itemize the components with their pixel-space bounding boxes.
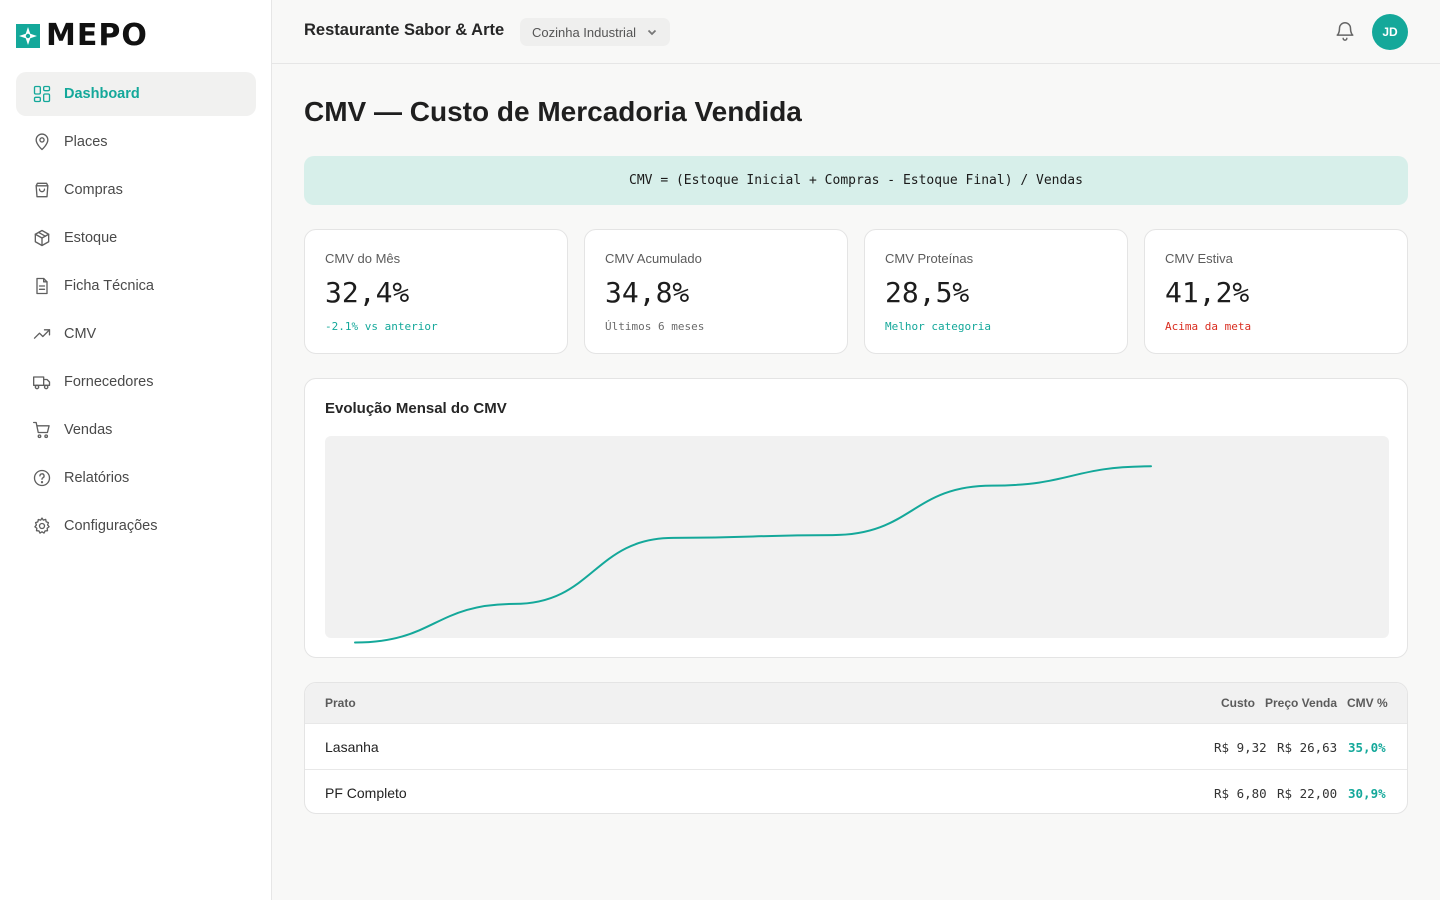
cmv-line-chart	[354, 465, 1152, 644]
series-line	[354, 465, 1152, 644]
sidebar-nav: Dashboard Places Compras Estoque Ficha T…	[16, 72, 256, 552]
location-select-value: Cozinha Industrial	[532, 24, 637, 40]
cart-icon	[32, 420, 52, 440]
column-header-preco-venda: Preço Venda	[1265, 696, 1338, 710]
formula-banner: CMV = (Estoque Inicial + Compras - Estoq…	[304, 156, 1408, 205]
kpi-card-cmv-proteinas: CMV Proteínas 28,5% Melhor categoria	[864, 229, 1128, 354]
sidebar-item-label: Estoque	[64, 230, 118, 246]
cmv-chart-card: Evolução Mensal do CMV	[304, 378, 1408, 658]
chevron-down-icon	[647, 29, 657, 36]
kpi-subtext: -2.1% vs anterior	[325, 320, 438, 333]
map-pin-icon	[32, 132, 52, 152]
sidebar-item-label: CMV	[64, 326, 97, 342]
kpi-label: CMV Acumulado	[605, 251, 702, 266]
kpi-cards: CMV do Mês 32,4% -2.1% vs anterior CMV A…	[304, 229, 1408, 354]
dish-cost: R$ 6,80	[1214, 786, 1267, 801]
sidebar-item-label: Places	[64, 134, 108, 150]
sidebar-item-fornecedores[interactable]: Fornecedores	[16, 360, 256, 404]
kpi-subtext: Últimos 6 meses	[605, 320, 705, 333]
sidebar-item-configuracoes[interactable]: Configurações	[16, 504, 256, 548]
bell-icon[interactable]	[1334, 20, 1356, 42]
dish-name: PF Completo	[325, 785, 407, 801]
sidebar-item-cmv[interactable]: CMV	[16, 312, 256, 356]
dashboard-icon	[32, 84, 52, 104]
kpi-card-cmv-acumulado: CMV Acumulado 34,8% Últimos 6 meses	[584, 229, 848, 354]
kpi-value: 41,2%	[1165, 276, 1250, 309]
table-row[interactable]: PF Completo R$ 6,80 R$ 22,00 30,9%	[305, 769, 1407, 813]
sidebar-item-label: Relatórios	[64, 470, 130, 486]
kpi-label: CMV Proteínas	[885, 251, 974, 266]
kpi-subtext: Acima da meta	[1165, 320, 1252, 333]
sidebar-item-relatorios[interactable]: Relatórios	[16, 456, 256, 500]
column-header-custo: Custo	[1221, 696, 1255, 710]
page-title: CMV — Custo de Mercadoria Vendida	[304, 96, 802, 127]
dish-price: R$ 26,63	[1277, 740, 1338, 755]
sidebar-item-compras[interactable]: Compras	[16, 168, 256, 212]
sidebar-item-label: Ficha Técnica	[64, 278, 154, 294]
location-select[interactable]: Cozinha Industrial	[520, 18, 671, 46]
shopping-bag-icon	[32, 180, 52, 200]
dishes-table: Prato Custo Preço Venda CMV % Lasanha R$…	[304, 682, 1408, 814]
kpi-value: 32,4%	[325, 276, 410, 309]
kpi-card-cmv-estiva: CMV Estiva 41,2% Acima da meta	[1144, 229, 1408, 354]
gear-icon	[32, 516, 52, 536]
kpi-subtext: Melhor categoria	[885, 320, 991, 333]
dish-name: Lasanha	[325, 739, 379, 755]
brand-name: MEPO	[46, 18, 148, 53]
sidebar-item-vendas[interactable]: Vendas	[16, 408, 256, 452]
dish-cmv: 35,0%	[1348, 740, 1386, 755]
brand-logo[interactable]: MEPO	[16, 20, 148, 52]
help-circle-icon	[32, 468, 52, 488]
sidebar-item-label: Compras	[64, 182, 123, 198]
top-header: Restaurante Sabor & Arte Cozinha Industr…	[272, 0, 1440, 64]
column-header-cmv: CMV %	[1347, 696, 1388, 710]
table-row[interactable]: Lasanha R$ 9,32 R$ 26,63 35,0%	[305, 723, 1407, 769]
column-header-prato: Prato	[325, 696, 356, 710]
sidebar-item-label: Configurações	[64, 518, 158, 534]
kpi-label: CMV Estiva	[1165, 251, 1233, 266]
sidebar-item-ficha-tecnica[interactable]: Ficha Técnica	[16, 264, 256, 308]
sidebar-item-label: Fornecedores	[64, 374, 154, 390]
trending-up-icon	[32, 324, 52, 344]
dish-price: R$ 22,00	[1277, 786, 1338, 801]
package-icon	[32, 228, 52, 248]
logo-mark-icon	[16, 24, 40, 48]
truck-icon	[32, 372, 52, 392]
restaurant-name: Restaurante Sabor & Arte	[304, 21, 505, 39]
dish-cost: R$ 9,32	[1214, 740, 1267, 755]
sidebar-item-dashboard[interactable]: Dashboard	[16, 72, 256, 116]
dish-cmv: 30,9%	[1348, 786, 1386, 801]
sidebar: MEPO Dashboard Places Compras Estoque	[0, 0, 272, 900]
sidebar-item-estoque[interactable]: Estoque	[16, 216, 256, 260]
sidebar-item-label: Vendas	[64, 422, 113, 438]
kpi-label: CMV do Mês	[325, 251, 401, 266]
kpi-value: 34,8%	[605, 276, 690, 309]
kpi-value: 28,5%	[885, 276, 970, 309]
sidebar-item-places[interactable]: Places	[16, 120, 256, 164]
chart-title: Evolução Mensal do CMV	[325, 400, 507, 417]
avatar[interactable]: JD	[1372, 14, 1408, 50]
file-text-icon	[32, 276, 52, 296]
sidebar-item-label: Dashboard	[64, 86, 140, 102]
table-header: Prato Custo Preço Venda CMV %	[305, 683, 1407, 723]
kpi-card-cmv-mes: CMV do Mês 32,4% -2.1% vs anterior	[304, 229, 568, 354]
